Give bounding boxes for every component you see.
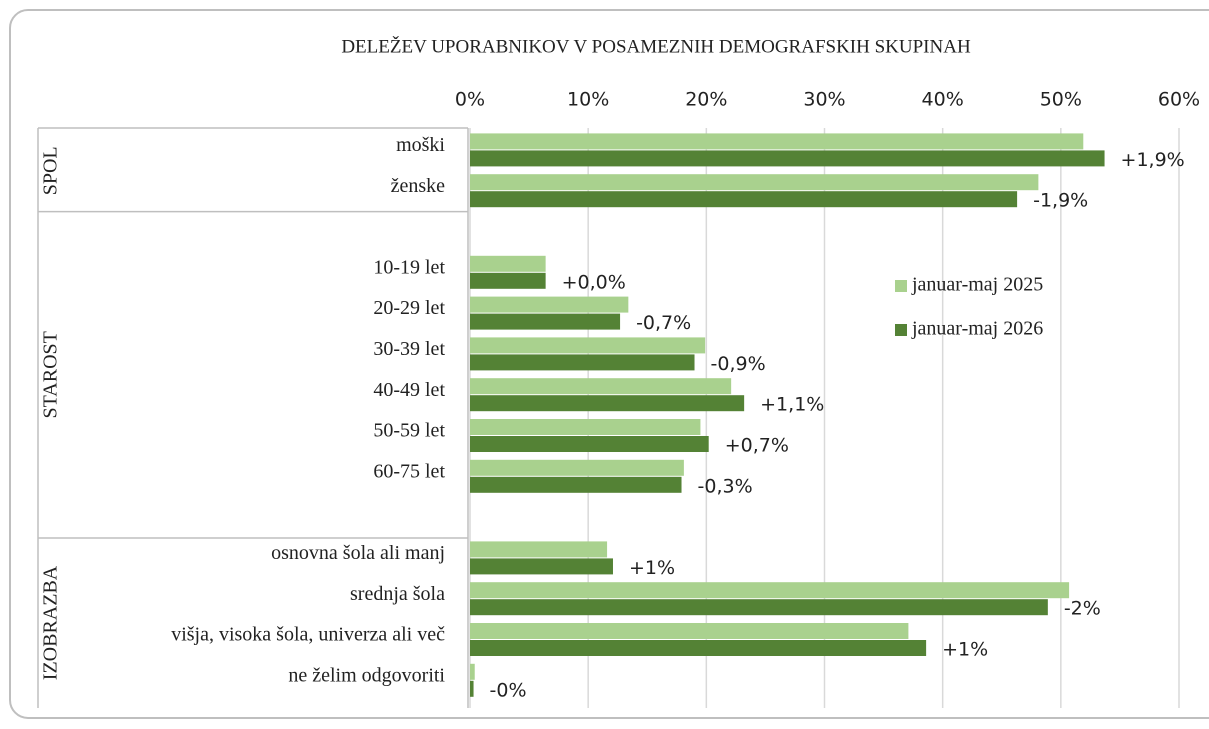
chart-title: DELEŽEV UPORABNIKOV V POSAMEZNIH DEMOGRA… (341, 35, 971, 57)
group-label: IZOBRAZBA (40, 565, 62, 680)
change-label: -0,3% (698, 475, 753, 497)
bar (470, 133, 1084, 150)
bar (470, 558, 613, 575)
category-label: 30-39 let (373, 338, 445, 360)
bar (470, 623, 909, 639)
bar (470, 599, 1048, 616)
bar (470, 680, 474, 697)
legend-swatch (895, 280, 907, 292)
bar (470, 174, 1039, 191)
category-label: ženske (391, 175, 446, 197)
x-tick-label: 40% (922, 89, 964, 111)
legend-swatch (895, 324, 907, 336)
category-label: 60-75 let (373, 460, 445, 482)
bar (470, 582, 1070, 599)
bar (470, 378, 732, 395)
bar (470, 150, 1105, 167)
category-label: moški (396, 134, 445, 156)
change-label: -1,9% (1033, 190, 1088, 212)
bar (470, 419, 701, 435)
bar (470, 191, 1018, 208)
bar (470, 272, 546, 289)
x-tick-label: 50% (1040, 89, 1082, 111)
x-tick-label: 30% (803, 89, 845, 111)
change-label: +0,7% (725, 435, 789, 457)
change-label: -0% (490, 679, 527, 701)
group-label: SPOL (40, 146, 62, 195)
bar (470, 395, 745, 412)
bar (470, 255, 546, 272)
change-label: +1,1% (760, 394, 824, 416)
change-label: +1% (629, 557, 675, 579)
category-label: višja, visoka šola, univerza ali več (171, 624, 445, 646)
category-label: osnovna šola ali manj (271, 542, 445, 564)
bar (470, 354, 695, 371)
category-label: 50-59 let (373, 420, 445, 442)
bar (470, 541, 608, 558)
legend-label: januar-maj 2026 (911, 318, 1043, 340)
change-label: +1,9% (1121, 149, 1185, 171)
change-label: +1% (942, 639, 988, 661)
group-label: STAROST (40, 331, 62, 418)
category-label: 10-19 let (373, 256, 445, 278)
x-tick-label: 10% (567, 89, 609, 111)
bar (470, 459, 684, 476)
category-label: 40-49 let (373, 379, 445, 401)
category-label: 20-29 let (373, 297, 445, 319)
bar (470, 313, 621, 330)
bar (470, 663, 475, 680)
category-label: srednja šola (350, 583, 445, 605)
legend-label: januar-maj 2025 (911, 274, 1043, 296)
bar (470, 436, 709, 452)
change-label: +0,0% (562, 271, 626, 293)
bar (470, 337, 706, 354)
x-tick-label: 0% (455, 89, 485, 111)
x-tick-label: 20% (685, 89, 727, 111)
bar (470, 296, 629, 313)
bar (470, 640, 927, 656)
x-tick-label: 60% (1158, 89, 1200, 111)
change-label: -0,7% (636, 312, 691, 334)
bar (470, 476, 682, 493)
change-label: -2% (1064, 598, 1101, 620)
category-label: ne želim odgovoriti (288, 664, 445, 686)
change-label: -0,9% (711, 353, 766, 375)
